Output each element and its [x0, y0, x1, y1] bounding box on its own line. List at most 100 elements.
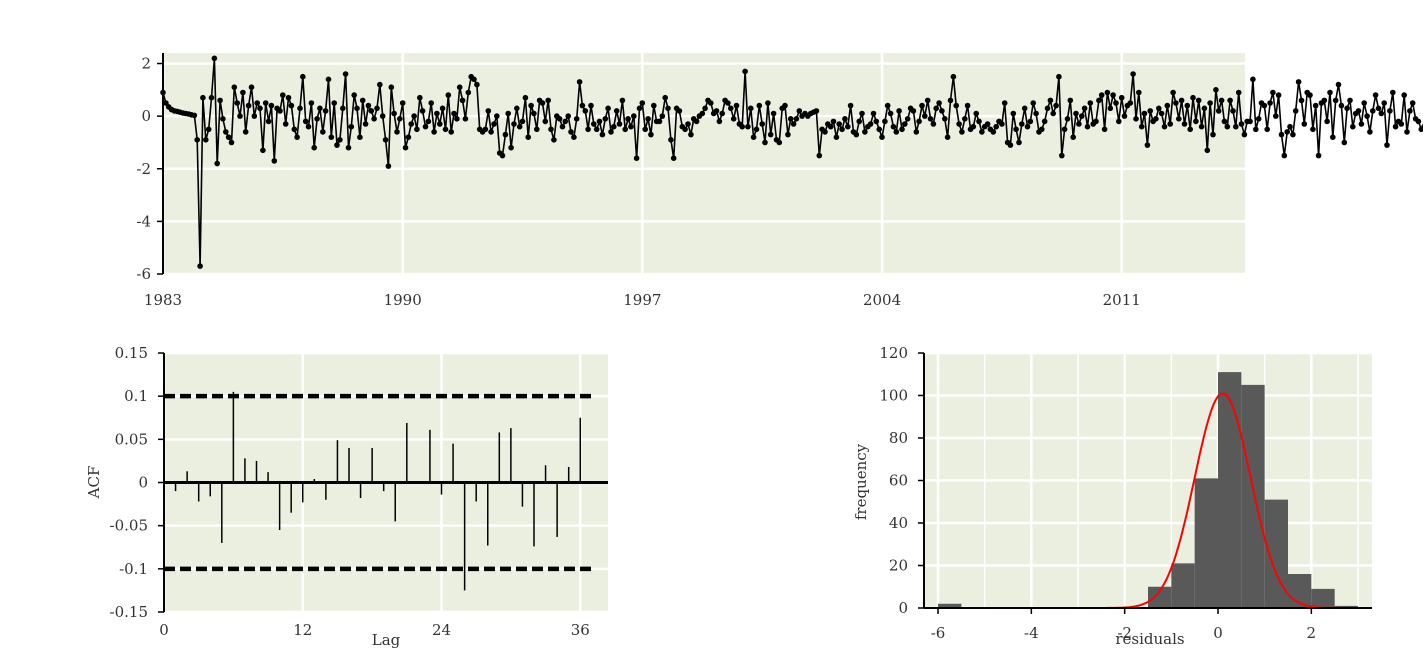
data-point: [1407, 108, 1413, 114]
data-point: [797, 108, 803, 114]
y-tick-label: -0.1: [119, 560, 148, 578]
data-point: [1025, 124, 1031, 130]
data-point: [540, 100, 546, 106]
data-point: [708, 100, 714, 106]
data-point: [1153, 116, 1159, 122]
data-point: [922, 113, 928, 119]
data-point: [383, 137, 389, 143]
data-point: [574, 116, 580, 122]
data-point: [408, 121, 414, 127]
data-point: [625, 116, 631, 122]
data-point: [434, 111, 440, 117]
data-point: [366, 103, 372, 109]
data-point: [466, 90, 472, 96]
data-point: [948, 98, 954, 104]
data-point: [1239, 121, 1245, 127]
data-point: [1401, 92, 1407, 98]
data-point: [688, 132, 694, 138]
data-point: [702, 106, 708, 112]
data-point: [685, 121, 691, 127]
data-point: [600, 132, 606, 138]
data-point: [206, 127, 212, 133]
data-point: [314, 116, 320, 122]
data-point: [1387, 108, 1393, 114]
data-point: [160, 90, 166, 96]
data-point: [246, 103, 252, 109]
data-point: [411, 113, 417, 119]
data-point: [1165, 103, 1171, 109]
data-point: [1225, 124, 1231, 130]
data-point: [1250, 77, 1256, 83]
data-point: [1167, 121, 1173, 127]
data-point: [979, 129, 985, 135]
data-point: [214, 161, 220, 167]
y-tick-label: 80: [889, 429, 908, 447]
y-tick-label: 0.15: [115, 344, 148, 362]
data-point: [1096, 98, 1102, 104]
data-point: [788, 116, 794, 122]
data-point: [349, 124, 355, 130]
data-point: [888, 111, 894, 117]
data-point: [1205, 148, 1211, 154]
data-point: [525, 134, 531, 140]
data-point: [622, 127, 628, 133]
x-tick-label: 1997: [623, 291, 661, 309]
data-point: [234, 100, 240, 106]
data-point: [1376, 106, 1382, 112]
data-point: [1333, 98, 1339, 104]
data-point: [294, 134, 300, 140]
data-point: [1065, 116, 1071, 122]
plot-background: [163, 53, 1245, 274]
data-point: [891, 124, 897, 130]
y-tick-label: 60: [889, 472, 908, 490]
y-tick-label: 20: [889, 557, 908, 575]
data-point: [280, 92, 286, 98]
data-point: [1190, 95, 1196, 101]
data-point: [973, 111, 979, 117]
data-point: [1364, 113, 1370, 119]
data-point: [249, 84, 255, 90]
data-point: [668, 137, 674, 143]
data-point: [545, 98, 551, 104]
data-point: [300, 74, 306, 80]
data-point: [1230, 108, 1236, 114]
data-point: [1379, 111, 1385, 117]
data-point: [1373, 92, 1379, 98]
data-point: [1310, 127, 1316, 133]
data-point: [397, 116, 403, 122]
data-point: [1399, 121, 1405, 127]
data-point: [671, 155, 677, 161]
y-tick-label: -4: [136, 212, 151, 230]
data-point: [902, 121, 908, 127]
data-point: [1302, 121, 1308, 127]
data-point: [220, 116, 226, 122]
x-tick-label: 1983: [144, 291, 182, 309]
data-point: [791, 121, 797, 127]
data-point: [331, 100, 337, 106]
x-tick-label: 2004: [863, 291, 901, 309]
y-tick-label: 0.05: [115, 430, 148, 448]
y-tick-label: -0.05: [110, 517, 148, 535]
data-point: [916, 119, 922, 125]
data-point: [1145, 142, 1151, 148]
y-tick-label: 40: [889, 514, 908, 532]
data-point: [651, 103, 657, 109]
data-point: [999, 121, 1005, 127]
data-point: [1410, 100, 1416, 106]
x-tick-label: -6: [931, 624, 946, 642]
data-point: [212, 56, 218, 62]
data-point: [240, 90, 246, 96]
data-point: [1361, 100, 1367, 106]
data-point: [925, 98, 931, 104]
data-point: [334, 142, 340, 148]
data-point: [1170, 90, 1176, 96]
data-point: [637, 106, 643, 112]
data-point: [882, 119, 888, 125]
x-tick-label: 1990: [384, 291, 422, 309]
data-point: [845, 124, 851, 130]
data-point: [500, 153, 506, 159]
data-point: [748, 106, 754, 112]
data-point: [725, 100, 731, 106]
